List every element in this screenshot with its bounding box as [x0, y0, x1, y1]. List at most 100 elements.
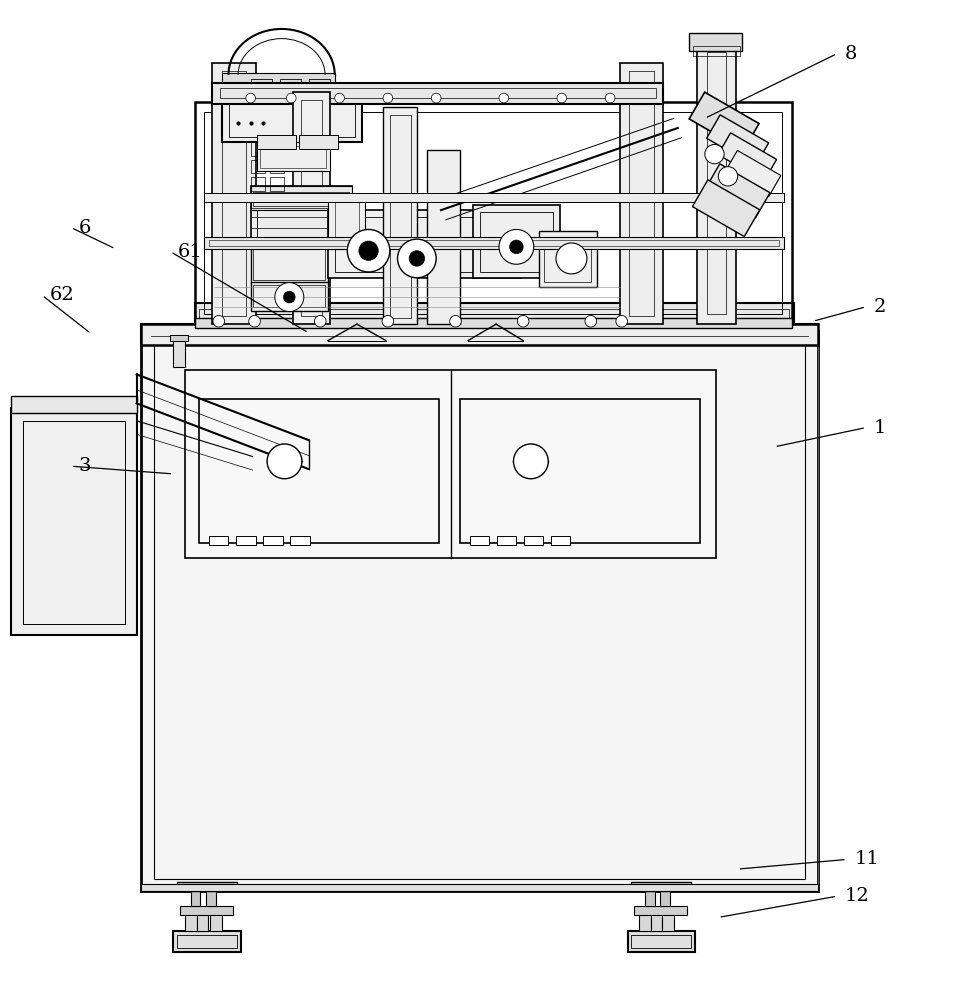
Circle shape: [514, 444, 548, 479]
Circle shape: [616, 315, 628, 327]
Bar: [309, 79, 329, 88]
Bar: [697, 44, 735, 324]
Bar: [200, 399, 439, 543]
Bar: [706, 52, 726, 314]
Bar: [195, 303, 794, 324]
Bar: [222, 89, 361, 142]
Circle shape: [556, 243, 587, 274]
Text: 11: 11: [855, 850, 879, 868]
Text: 61: 61: [178, 243, 203, 261]
Circle shape: [704, 144, 724, 164]
Bar: [251, 177, 266, 191]
Circle shape: [347, 229, 390, 272]
Bar: [209, 536, 229, 545]
Bar: [148, 330, 811, 338]
Bar: [689, 33, 742, 51]
Bar: [204, 112, 782, 314]
Text: 8: 8: [845, 45, 858, 63]
Text: 2: 2: [874, 298, 887, 316]
Bar: [270, 177, 285, 191]
Bar: [301, 100, 322, 316]
Bar: [141, 884, 818, 891]
Bar: [261, 146, 326, 168]
Circle shape: [249, 315, 261, 327]
Circle shape: [334, 93, 344, 103]
Circle shape: [431, 93, 441, 103]
Bar: [270, 142, 285, 156]
Bar: [470, 536, 489, 545]
Bar: [209, 240, 779, 246]
Bar: [222, 73, 334, 85]
Bar: [294, 92, 329, 324]
Text: 3: 3: [78, 457, 91, 475]
Bar: [497, 536, 516, 545]
Text: 62: 62: [49, 286, 75, 304]
Bar: [251, 186, 352, 249]
Bar: [426, 150, 460, 324]
Bar: [236, 536, 256, 545]
Bar: [251, 245, 328, 284]
Bar: [473, 205, 560, 278]
Bar: [180, 906, 234, 915]
Bar: [328, 196, 364, 249]
Bar: [460, 399, 700, 543]
Bar: [258, 142, 329, 171]
Bar: [632, 935, 691, 948]
Circle shape: [397, 239, 436, 278]
Bar: [220, 88, 656, 98]
Bar: [383, 107, 417, 324]
Circle shape: [450, 315, 461, 327]
Bar: [253, 249, 325, 280]
Bar: [251, 282, 328, 311]
Bar: [264, 536, 283, 545]
Bar: [334, 202, 359, 243]
Bar: [154, 342, 805, 879]
Polygon shape: [705, 164, 770, 218]
Circle shape: [267, 444, 302, 479]
Circle shape: [510, 240, 523, 254]
Circle shape: [718, 167, 737, 186]
Bar: [11, 408, 137, 635]
Bar: [328, 210, 521, 278]
Circle shape: [284, 291, 296, 303]
Bar: [191, 888, 201, 906]
Bar: [197, 914, 208, 931]
Bar: [11, 396, 137, 413]
Bar: [539, 231, 597, 287]
Bar: [173, 340, 185, 367]
Bar: [645, 888, 654, 906]
Bar: [230, 96, 355, 137]
Circle shape: [499, 229, 534, 264]
Bar: [251, 186, 352, 210]
Circle shape: [606, 93, 615, 103]
Bar: [141, 324, 818, 345]
Bar: [177, 935, 237, 948]
Polygon shape: [693, 180, 760, 237]
Bar: [185, 370, 716, 558]
Bar: [185, 914, 197, 931]
Bar: [630, 71, 653, 316]
Bar: [22, 421, 125, 624]
Circle shape: [499, 93, 509, 103]
Polygon shape: [718, 133, 776, 181]
Bar: [640, 914, 651, 931]
Bar: [258, 193, 346, 243]
Circle shape: [517, 315, 529, 327]
Circle shape: [287, 93, 297, 103]
Polygon shape: [689, 92, 759, 150]
Bar: [620, 63, 663, 324]
Bar: [251, 79, 272, 88]
Bar: [390, 115, 411, 318]
Bar: [480, 212, 553, 272]
Bar: [204, 193, 784, 202]
Bar: [545, 239, 591, 282]
Circle shape: [359, 241, 378, 260]
Bar: [206, 888, 216, 906]
Circle shape: [275, 283, 304, 312]
Bar: [662, 914, 673, 931]
Bar: [212, 63, 256, 324]
Bar: [258, 135, 297, 149]
Bar: [222, 71, 246, 316]
Bar: [651, 914, 662, 931]
Bar: [628, 931, 695, 952]
